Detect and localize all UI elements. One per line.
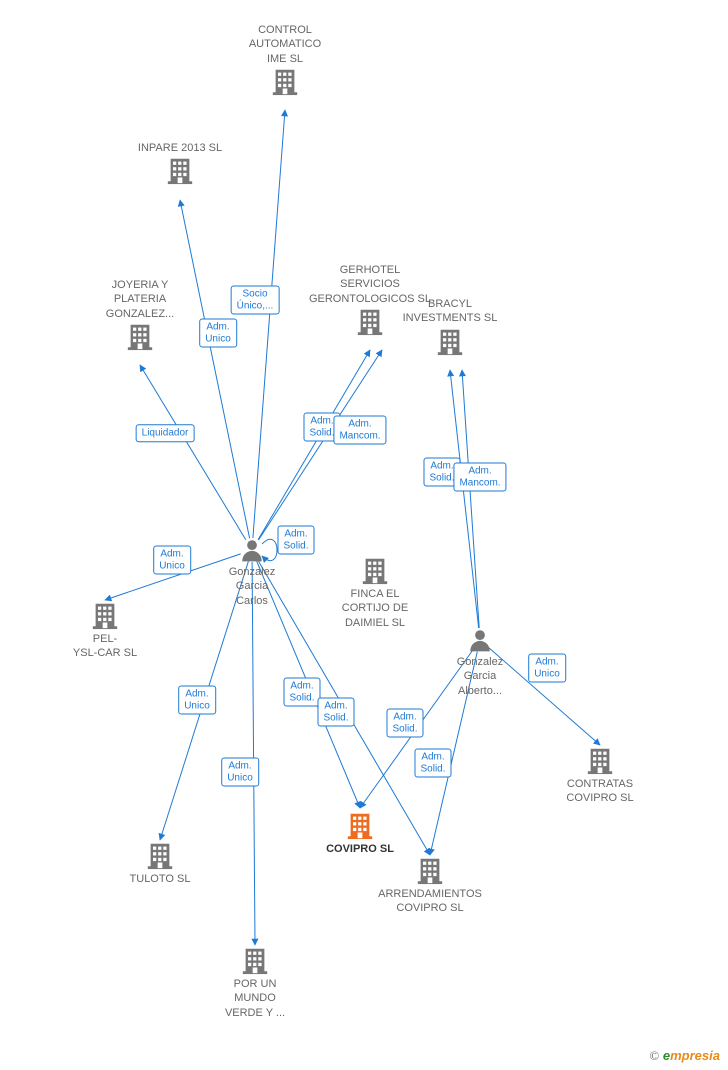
- node-covipro[interactable]: COVIPRO SL: [290, 810, 430, 856]
- node-finca[interactable]: FINCA EL CORTIJO DE DAIMIEL SL: [305, 555, 445, 630]
- edge-label[interactable]: Adm. Solid.: [414, 749, 451, 778]
- building-icon: [585, 745, 615, 775]
- node-arrend[interactable]: ARRENDAMIENTOS COVIPRO SL: [360, 855, 500, 916]
- edge-carlos-por_un_mundo: [252, 562, 255, 945]
- edge-carlos-control_auto: [253, 110, 285, 538]
- edge-label[interactable]: Socio Único,...: [231, 286, 280, 315]
- edge-label[interactable]: Adm. Mancom.: [453, 463, 506, 492]
- node-contratas[interactable]: CONTRATAS COVIPRO SL: [530, 745, 670, 806]
- edge-carlos-joyeria: [140, 365, 246, 540]
- edge-carlos-gerhotel: [258, 350, 370, 540]
- node-tuloto[interactable]: TULOTO SL: [90, 840, 230, 886]
- node-pel_ysl[interactable]: PEL- YSL-CAR SL: [35, 600, 175, 661]
- brand-name: empresia: [663, 1048, 720, 1063]
- node-por_un_mundo[interactable]: POR UN MUNDO VERDE Y ...: [185, 945, 325, 1020]
- building-icon: [435, 326, 465, 356]
- building-icon: [165, 155, 195, 185]
- edge-label[interactable]: Adm. Mancom.: [333, 416, 386, 445]
- edge-label[interactable]: Adm. Unico: [178, 686, 216, 715]
- node-label: JOYERIA Y PLATERIA GONZALEZ...: [70, 278, 210, 321]
- node-joyeria[interactable]: JOYERIA Y PLATERIA GONZALEZ...: [70, 278, 210, 353]
- building-icon: [240, 945, 270, 975]
- node-carlos[interactable]: Gonzalez Garcia Carlos: [182, 537, 322, 608]
- node-label: FINCA EL CORTIJO DE DAIMIEL SL: [305, 587, 445, 630]
- node-label: ARRENDAMIENTOS COVIPRO SL: [360, 887, 500, 916]
- node-label: CONTROL AUTOMATICO IME SL: [215, 23, 355, 66]
- edge-label[interactable]: Adm. Solid.: [317, 698, 354, 727]
- building-icon: [90, 600, 120, 630]
- node-label: Gonzalez Garcia Alberto...: [410, 655, 550, 698]
- network-canvas: © empresia Socio Único,... Adm. Unico Liqu…: [0, 0, 728, 1070]
- edge-label[interactable]: Adm. Solid.: [386, 709, 423, 738]
- node-label: BRACYL INVESTMENTS SL: [380, 297, 520, 326]
- building-icon: [345, 810, 375, 840]
- edge-alberto-bracyl: [462, 370, 479, 628]
- person-icon: [239, 537, 265, 563]
- building-icon: [415, 855, 445, 885]
- edge-carlos-inpare: [180, 200, 250, 538]
- edge-label[interactable]: Adm. Solid.: [283, 678, 320, 707]
- copyright-symbol: ©: [649, 1048, 659, 1063]
- node-bracyl[interactable]: BRACYL INVESTMENTS SL: [380, 297, 520, 358]
- node-label: POR UN MUNDO VERDE Y ...: [185, 977, 325, 1020]
- edge-label[interactable]: Adm. Unico: [221, 758, 259, 787]
- watermark: © empresia: [649, 1048, 720, 1064]
- node-label: CONTRATAS COVIPRO SL: [530, 777, 670, 806]
- node-label: Gonzalez Garcia Carlos: [182, 565, 322, 608]
- building-icon: [270, 66, 300, 96]
- node-control_auto[interactable]: CONTROL AUTOMATICO IME SL: [215, 23, 355, 98]
- edge-label[interactable]: Liquidador: [136, 424, 195, 442]
- node-label: TULOTO SL: [90, 872, 230, 886]
- edge-carlos-gerhotel: [259, 350, 382, 540]
- node-inpare[interactable]: INPARE 2013 SL: [110, 141, 250, 187]
- person-icon: [467, 627, 493, 653]
- building-icon: [125, 321, 155, 351]
- node-label: PEL- YSL-CAR SL: [35, 632, 175, 661]
- building-icon: [145, 840, 175, 870]
- building-icon: [360, 555, 390, 585]
- edge-alberto-bracyl: [450, 370, 479, 628]
- node-alberto[interactable]: Gonzalez Garcia Alberto...: [410, 627, 550, 698]
- node-label: INPARE 2013 SL: [110, 141, 250, 155]
